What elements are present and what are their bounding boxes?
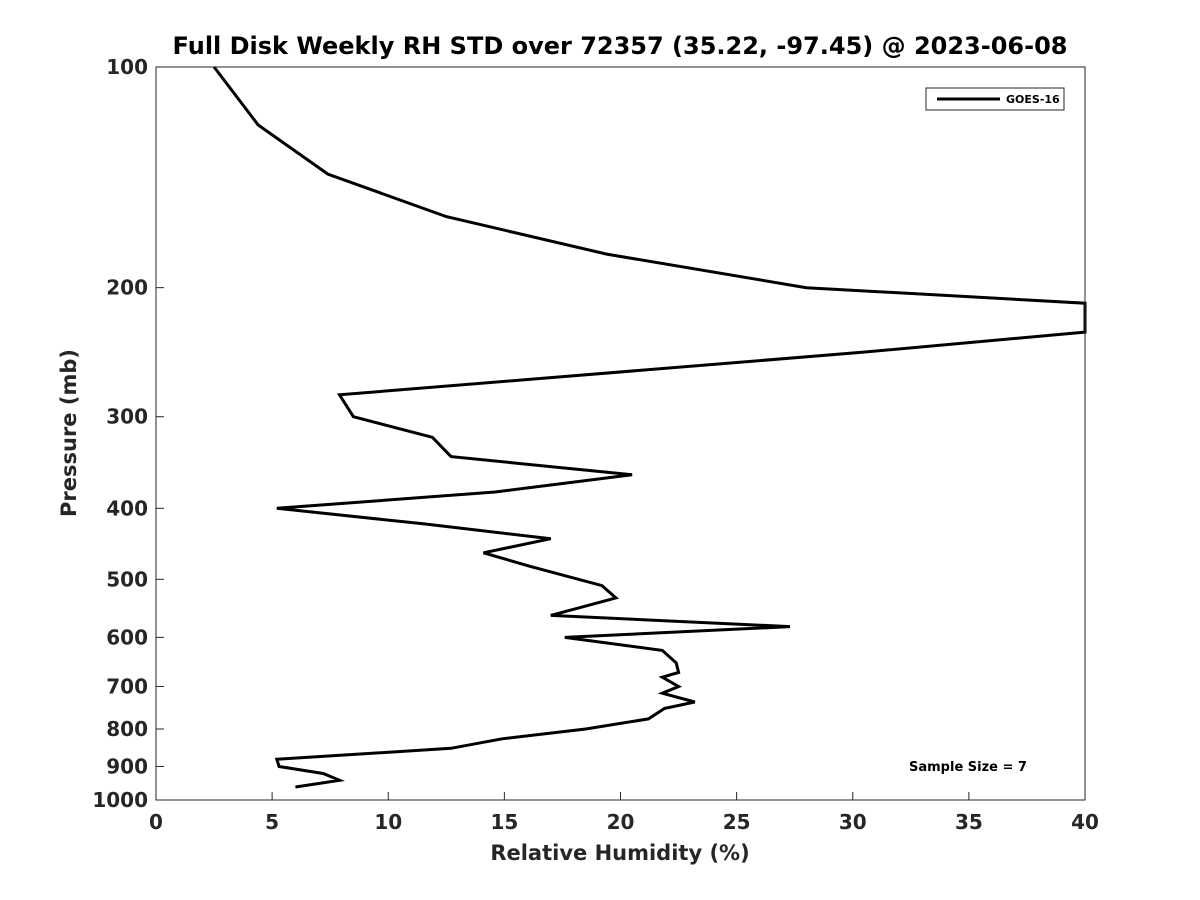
y-tick-label: 200 (106, 276, 148, 300)
x-tick-label: 25 (723, 810, 751, 834)
x-tick-label: 15 (490, 810, 518, 834)
legend: GOES-16 (925, 87, 1065, 111)
y-tick-label: 500 (106, 567, 148, 591)
series-line-goes-16 (212, 66, 1087, 789)
axes-box (155, 66, 1086, 801)
y-tick-label: 900 (106, 754, 148, 778)
y-tick-label: 600 (106, 625, 148, 649)
x-tick-label: 40 (1071, 810, 1099, 834)
y-tick-label: 800 (106, 717, 148, 741)
sample-size-annotation: Sample Size = 7 (909, 760, 1027, 775)
y-axis-label: Pressure (mb) (57, 349, 81, 517)
series-layer (212, 66, 1087, 789)
y-tick-label: 300 (106, 405, 148, 429)
x-tick-label: 0 (149, 810, 163, 834)
chart-title: Full Disk Weekly RH STD over 72357 (35.2… (173, 32, 1068, 60)
x-tick-label: 35 (955, 810, 983, 834)
x-axis-label: Relative Humidity (%) (490, 841, 749, 865)
y-tick-label: 1000 (92, 788, 148, 812)
x-tick-label: 5 (265, 810, 279, 834)
legend-label: GOES-16 (1006, 93, 1060, 106)
x-tick-label: 30 (839, 810, 867, 834)
tick-layer: 0 5 10 15 20 25 30 35 40 100 200 300 400 500 600 700 800… (92, 55, 1099, 834)
y-tick-label: 400 (106, 496, 148, 520)
y-tick-label: 100 (106, 55, 148, 79)
x-tick-label: 10 (374, 810, 402, 834)
y-tick-label: 700 (106, 674, 148, 698)
x-tick-label: 20 (607, 810, 635, 834)
